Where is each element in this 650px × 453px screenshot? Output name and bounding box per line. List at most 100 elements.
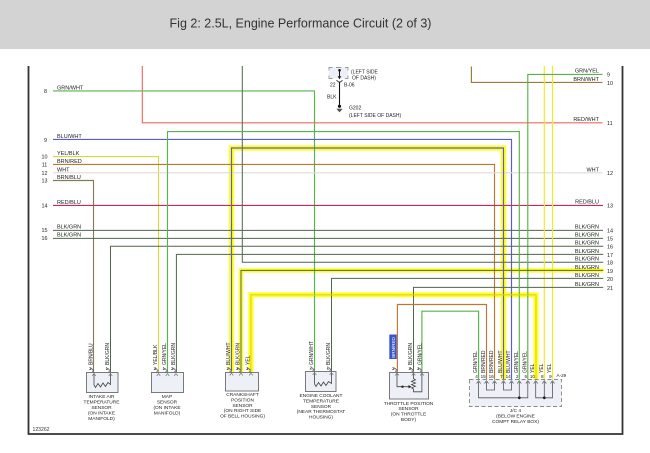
svg-text:COMPT RELAY BOX): COMPT RELAY BOX) <box>492 419 539 425</box>
svg-text:YEL/BLK: YEL/BLK <box>57 151 80 157</box>
svg-text:BLU/WHT: BLU/WHT <box>226 343 232 366</box>
svg-text:17: 17 <box>607 253 613 259</box>
svg-text:10: 10 <box>42 155 48 161</box>
svg-text:YEL: YEL <box>539 363 545 373</box>
svg-text:YEL: YEL <box>246 355 252 365</box>
svg-text:10: 10 <box>530 374 536 379</box>
svg-text:(ON INTAKE: (ON INTAKE <box>88 410 115 416</box>
svg-text:MANIFOLD): MANIFOLD) <box>154 410 181 416</box>
svg-text:14: 14 <box>607 229 613 235</box>
svg-text:8: 8 <box>44 89 47 95</box>
svg-text:BLK/GRN: BLK/GRN <box>57 225 81 231</box>
svg-text:16: 16 <box>607 245 613 251</box>
svg-text:9: 9 <box>607 73 610 79</box>
svg-text:RED/BLU: RED/BLU <box>57 200 81 206</box>
svg-text:B-06: B-06 <box>344 83 355 89</box>
svg-text:SENSOR: SENSOR <box>311 404 332 410</box>
svg-text:POSITION: POSITION <box>231 397 254 403</box>
svg-text:BLK/GRN: BLK/GRN <box>57 233 81 239</box>
svg-text:SENSOR: SENSOR <box>398 406 419 412</box>
svg-text:YEL: YEL <box>530 363 536 373</box>
svg-text:11: 11 <box>42 163 48 169</box>
svg-text:BRN/RED: BRN/RED <box>391 336 396 357</box>
svg-text:5: 5 <box>524 374 527 379</box>
svg-text:HOUSING): HOUSING) <box>309 415 333 421</box>
svg-text:BLU/WHT: BLU/WHT <box>506 351 512 374</box>
svg-text:(ON RIGHT SIDE: (ON RIGHT SIDE <box>224 408 262 414</box>
svg-text:BLK/GRN: BLK/GRN <box>575 257 599 263</box>
svg-text:16: 16 <box>489 374 495 379</box>
svg-text:(LEFT SIDE: (LEFT SIDE <box>351 70 379 76</box>
svg-text:MANIFOLD): MANIFOLD) <box>88 416 115 422</box>
svg-text:SENSOR: SENSOR <box>91 405 112 411</box>
svg-text:22: 22 <box>330 83 336 89</box>
svg-text:15: 15 <box>42 228 48 234</box>
svg-text:WHT: WHT <box>57 168 70 174</box>
svg-text:8: 8 <box>541 374 544 379</box>
svg-text:GRN/YEL: GRN/YEL <box>473 351 479 373</box>
svg-text:BRN/BLU: BRN/BLU <box>89 343 95 365</box>
svg-text:13: 13 <box>607 204 613 210</box>
svg-text:7: 7 <box>500 374 503 379</box>
svg-text:(ON THROTTLE: (ON THROTTLE <box>391 412 426 418</box>
svg-text:9: 9 <box>549 374 552 379</box>
svg-text:BLK/GRN: BLK/GRN <box>575 249 599 255</box>
svg-text:BLK/GRN: BLK/GRN <box>171 343 177 365</box>
svg-text:BLU/WHT: BLU/WHT <box>498 351 504 374</box>
svg-text:BLK/GRN: BLK/GRN <box>575 282 599 288</box>
svg-text:10: 10 <box>607 81 613 87</box>
svg-text:BLK/GRN: BLK/GRN <box>575 265 599 271</box>
svg-text:(NEAR THERMOSTAT: (NEAR THERMOSTAT <box>297 409 346 415</box>
svg-text:GRN/YEL: GRN/YEL <box>418 343 424 365</box>
svg-text:CRANKSHAFT: CRANKSHAFT <box>226 392 259 398</box>
svg-text:BLK: BLK <box>327 95 337 101</box>
svg-text:12: 12 <box>42 171 48 177</box>
svg-text:BRN/BLU: BRN/BLU <box>57 175 81 181</box>
svg-text:OF DASH): OF DASH) <box>352 76 376 82</box>
svg-text:BLK/GRN: BLK/GRN <box>105 343 111 365</box>
svg-text:BLK/GRN: BLK/GRN <box>326 343 332 365</box>
svg-text:YEL/BLK: YEL/BLK <box>153 344 159 365</box>
svg-text:YEL: YEL <box>547 363 553 373</box>
svg-text:13: 13 <box>42 179 48 185</box>
svg-text:TEMPERATURE: TEMPERATURE <box>303 398 339 404</box>
svg-text:16: 16 <box>42 236 48 242</box>
svg-text:BLK/GRN: BLK/GRN <box>408 343 414 365</box>
svg-text:GRN/WHT: GRN/WHT <box>57 86 84 92</box>
svg-text:A-29: A-29 <box>557 373 567 378</box>
svg-text:4: 4 <box>475 374 478 379</box>
svg-text:GRN/YEL: GRN/YEL <box>162 343 168 365</box>
svg-text:2: 2 <box>171 366 174 371</box>
svg-text:123262: 123262 <box>33 427 50 433</box>
svg-text:GRN/YEL: GRN/YEL <box>575 69 599 75</box>
svg-text:19: 19 <box>607 269 613 275</box>
svg-text:BRN/RED: BRN/RED <box>489 350 495 373</box>
svg-text:(BELOW ENGINE: (BELOW ENGINE <box>496 413 535 419</box>
svg-text:SENSOR: SENSOR <box>157 399 178 405</box>
svg-text:14: 14 <box>506 374 512 379</box>
svg-text:BLK/GRN: BLK/GRN <box>575 225 599 231</box>
svg-text:BLK/GRN: BLK/GRN <box>236 343 242 365</box>
svg-text:21: 21 <box>607 286 613 292</box>
svg-text:BRN/RED: BRN/RED <box>57 159 82 165</box>
svg-text:RED/BLU: RED/BLU <box>575 200 599 206</box>
svg-text:J/C 4: J/C 4 <box>510 408 522 414</box>
svg-text:OF BELL HOUSING): OF BELL HOUSING) <box>220 414 265 420</box>
svg-text:15: 15 <box>607 237 613 243</box>
svg-text:12: 12 <box>607 171 613 177</box>
svg-text:THROTTLE POSITION: THROTTLE POSITION <box>384 401 434 407</box>
svg-text:RED/WHT: RED/WHT <box>573 117 599 123</box>
svg-text:9: 9 <box>44 138 47 144</box>
svg-text:G202: G202 <box>349 106 361 112</box>
svg-text:14: 14 <box>42 203 48 209</box>
svg-text:BLK/GRN: BLK/GRN <box>575 241 599 247</box>
svg-text:Fig 2: 2.5L, Engine Performanc: Fig 2: 2.5L, Engine Performance Circuit … <box>170 17 432 31</box>
svg-text:BLK/GRN: BLK/GRN <box>575 273 599 279</box>
svg-text:WHT: WHT <box>586 167 599 173</box>
svg-text:INTAKE AIR: INTAKE AIR <box>88 394 115 400</box>
svg-text:BRN/RED: BRN/RED <box>481 350 487 373</box>
svg-text:20: 20 <box>607 277 613 283</box>
svg-text:15: 15 <box>481 374 487 379</box>
svg-text:GRN/WHT: GRN/WHT <box>309 341 315 365</box>
svg-text:MAP: MAP <box>162 394 172 400</box>
